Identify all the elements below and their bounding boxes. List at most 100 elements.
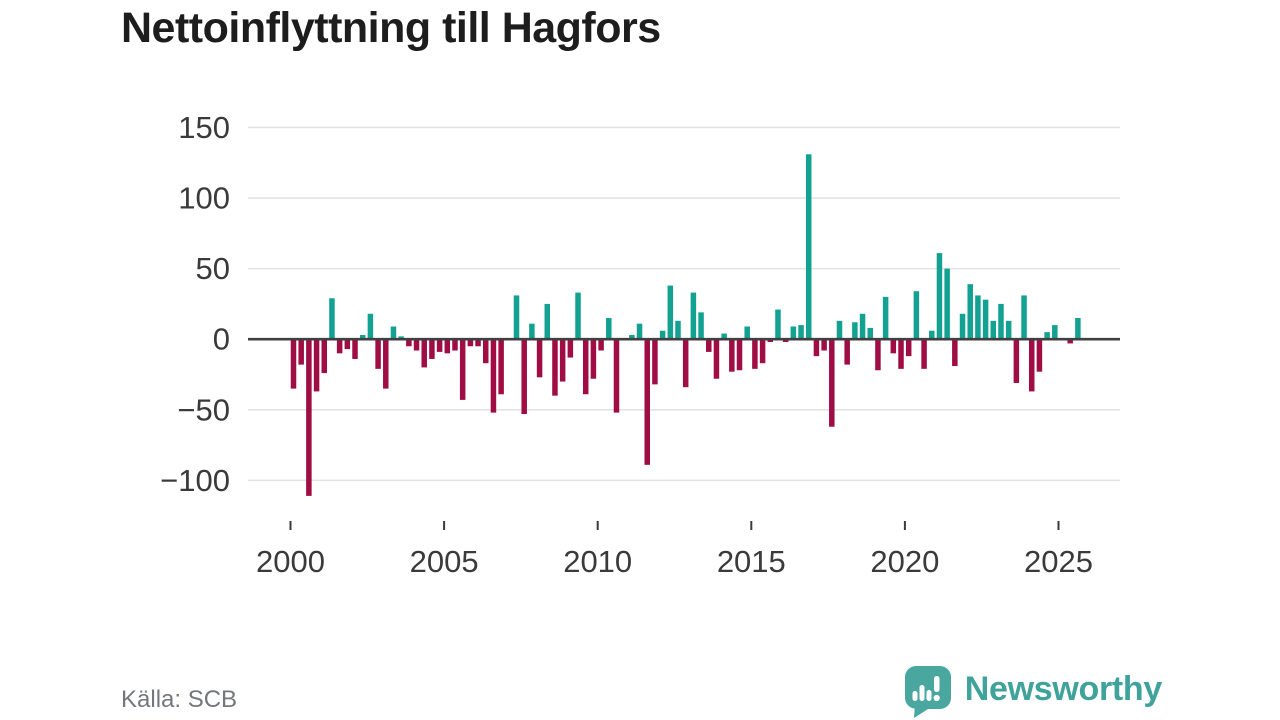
bar-negative <box>459 339 466 400</box>
x-axis-label: 2010 <box>563 544 632 579</box>
bar-negative <box>483 339 489 364</box>
y-axis-label: 0 <box>213 322 230 357</box>
bar-positive <box>513 295 520 340</box>
y-axis-label: −50 <box>177 392 230 427</box>
bar-negative <box>306 339 312 496</box>
bar-positive <box>882 296 889 340</box>
x-axis-label: 2015 <box>717 544 786 579</box>
bar-negative <box>1013 339 1020 383</box>
bar-negative <box>375 339 381 369</box>
y-axis-label: 150 <box>178 110 230 145</box>
bar-positive <box>629 334 635 340</box>
logo-bar-chart-glyph <box>912 676 940 702</box>
bar-positive <box>606 318 612 340</box>
bar-negative <box>290 339 297 389</box>
bar-positive <box>775 309 781 340</box>
bar-positive <box>544 303 551 340</box>
bar-negative <box>521 339 527 415</box>
bar-negative <box>590 339 597 379</box>
bar-negative <box>444 339 451 354</box>
bar-negative <box>821 339 827 351</box>
bar-negative <box>598 339 604 351</box>
bar-positive <box>390 326 397 340</box>
bar-positive <box>982 299 989 340</box>
bar-positive <box>859 313 866 340</box>
bar-positive <box>990 320 997 340</box>
bar-negative <box>752 339 758 369</box>
bar-negative <box>406 339 412 347</box>
bar-negative <box>652 339 658 385</box>
bar-negative <box>452 339 458 351</box>
bar-positive <box>929 330 935 340</box>
bar-positive <box>1075 318 1081 340</box>
bar-negative <box>921 339 927 369</box>
bar-positive <box>805 154 812 340</box>
bar-positive <box>529 323 535 340</box>
bar-negative <box>729 339 735 372</box>
bar-negative <box>413 339 420 351</box>
bar-positive <box>1021 295 1027 340</box>
bar-negative <box>429 339 435 359</box>
bar-negative <box>1067 339 1073 344</box>
bar-positive <box>690 292 697 340</box>
bar-positive <box>959 313 966 340</box>
bar-negative <box>467 339 474 347</box>
bar-negative <box>890 339 897 354</box>
bar-negative <box>844 339 850 365</box>
bar-negative <box>582 339 589 395</box>
bar-negative <box>536 339 543 378</box>
newsworthy-wordmark: Newsworthy <box>964 670 1163 708</box>
bar-positive <box>867 327 873 340</box>
bar-positive <box>1052 325 1058 340</box>
bar-negative <box>383 339 389 389</box>
bar-negative <box>682 339 689 388</box>
x-axis-label: 2020 <box>870 544 939 579</box>
bar-positive <box>936 253 943 340</box>
bar-positive <box>975 295 981 340</box>
bar-negative <box>875 339 881 371</box>
bar-positive <box>698 312 704 340</box>
bar-negative <box>829 339 835 427</box>
x-axis-label: 2025 <box>1024 544 1093 579</box>
bar-negative <box>1036 339 1043 372</box>
bar-negative <box>421 339 427 368</box>
bar-positive <box>359 334 366 340</box>
bar-positive <box>798 325 804 340</box>
bar-negative <box>706 339 712 352</box>
bar-positive <box>329 298 335 340</box>
bar-negative <box>713 339 720 379</box>
source-note: Källa: SCB <box>121 686 238 713</box>
bar-negative <box>313 339 320 392</box>
bar-positive <box>836 320 843 340</box>
bar-negative <box>782 339 789 343</box>
bar-positive <box>367 313 374 340</box>
bar-negative <box>813 339 820 357</box>
bar-negative <box>767 339 774 343</box>
bar-negative <box>352 339 358 359</box>
newsworthy-brand: Newsworthy <box>903 665 1163 718</box>
newsworthy-logo-icon <box>904 666 951 718</box>
bar-positive <box>1044 332 1050 340</box>
bar-negative <box>552 339 558 396</box>
bar-negative <box>898 339 904 369</box>
bar-negative <box>1028 339 1035 392</box>
bar-negative <box>321 339 328 374</box>
bar-chart: 150 100 50 0 −50 −100 2000 2005 2010 2015 2020 2025 <box>160 110 1120 579</box>
bar-negative <box>736 339 743 371</box>
bar-negative <box>759 339 766 364</box>
x-axis-label: 2005 <box>410 544 479 579</box>
bar-negative <box>952 339 958 367</box>
bar-positive <box>744 326 750 340</box>
bar-negative <box>559 339 566 382</box>
bar-negative <box>905 339 912 357</box>
bar-positive <box>398 336 404 340</box>
bar-positive <box>636 323 643 340</box>
bar-negative <box>475 339 481 347</box>
bar-positive <box>659 330 666 340</box>
bar-positive <box>944 268 950 340</box>
chart-title: Nettoinflyttning till Hagfors <box>121 4 661 52</box>
bar-positive <box>667 285 674 340</box>
y-axis-label: 50 <box>196 251 230 286</box>
y-axis-label: 100 <box>178 181 230 216</box>
